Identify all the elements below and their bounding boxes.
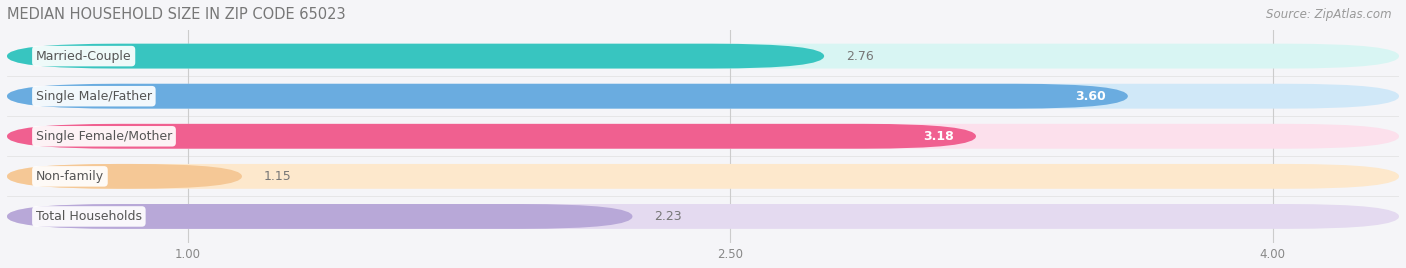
FancyBboxPatch shape bbox=[7, 44, 1399, 69]
FancyBboxPatch shape bbox=[7, 124, 976, 149]
Text: 3.60: 3.60 bbox=[1076, 90, 1107, 103]
Text: 3.18: 3.18 bbox=[924, 130, 955, 143]
Text: 1.15: 1.15 bbox=[264, 170, 291, 183]
Text: Non-family: Non-family bbox=[37, 170, 104, 183]
FancyBboxPatch shape bbox=[7, 44, 824, 69]
Text: 2.76: 2.76 bbox=[846, 50, 873, 63]
Text: MEDIAN HOUSEHOLD SIZE IN ZIP CODE 65023: MEDIAN HOUSEHOLD SIZE IN ZIP CODE 65023 bbox=[7, 7, 346, 22]
FancyBboxPatch shape bbox=[7, 84, 1399, 109]
Text: Married-Couple: Married-Couple bbox=[37, 50, 132, 63]
FancyBboxPatch shape bbox=[7, 204, 633, 229]
FancyBboxPatch shape bbox=[7, 84, 1128, 109]
FancyBboxPatch shape bbox=[7, 164, 1399, 189]
Text: Source: ZipAtlas.com: Source: ZipAtlas.com bbox=[1267, 8, 1392, 21]
FancyBboxPatch shape bbox=[7, 204, 1399, 229]
Text: Single Female/Mother: Single Female/Mother bbox=[37, 130, 172, 143]
FancyBboxPatch shape bbox=[7, 124, 1399, 149]
Text: Total Households: Total Households bbox=[37, 210, 142, 223]
FancyBboxPatch shape bbox=[7, 164, 242, 189]
Text: Single Male/Father: Single Male/Father bbox=[37, 90, 152, 103]
Text: 2.23: 2.23 bbox=[654, 210, 682, 223]
